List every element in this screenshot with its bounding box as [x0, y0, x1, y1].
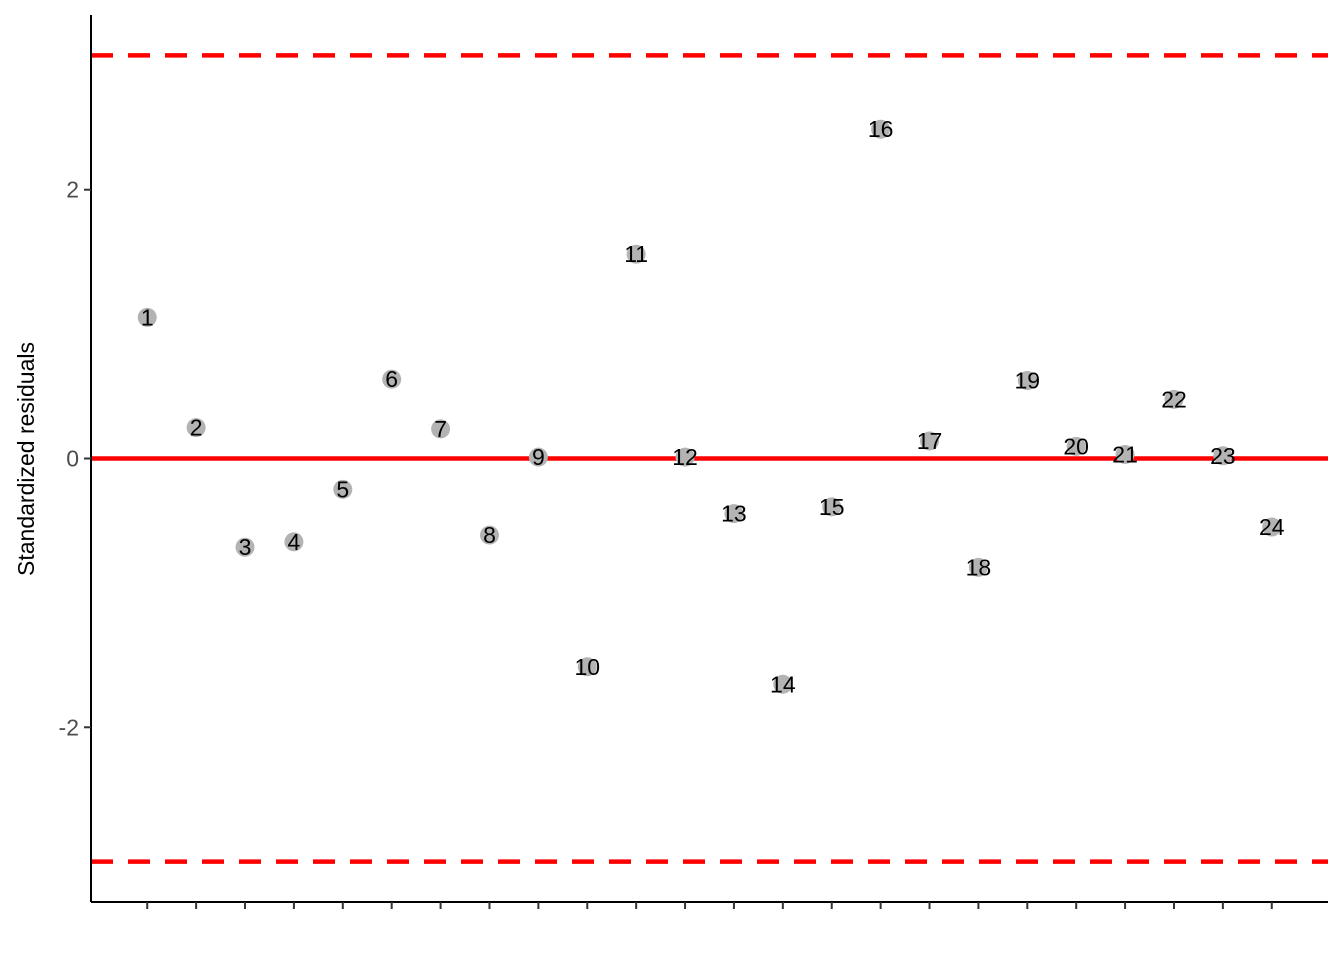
data-point	[675, 447, 695, 467]
point-label: 22	[1161, 386, 1187, 412]
data-point	[479, 525, 499, 545]
reference-lines	[91, 53, 1328, 864]
point-label: 15	[819, 494, 845, 520]
point-label: 12	[672, 444, 698, 470]
y-axis-label: Standardized residuals	[13, 342, 39, 576]
data-point	[724, 504, 744, 524]
data-point	[1213, 446, 1233, 466]
data-point	[1262, 517, 1282, 537]
point-label: 10	[574, 654, 600, 680]
data-point	[235, 537, 255, 557]
point-label: 6	[385, 366, 398, 392]
y-tick-label: 0	[66, 446, 79, 472]
data-point	[431, 419, 451, 439]
point-label: 21	[1112, 441, 1138, 467]
data-point	[528, 447, 548, 467]
data-point	[920, 431, 940, 451]
data-point	[626, 244, 646, 264]
point-label: 1	[141, 304, 154, 330]
point-label: 3	[239, 534, 252, 560]
data-point	[1066, 436, 1086, 456]
y-tick-label: -2	[59, 714, 79, 740]
point-label: 20	[1063, 433, 1089, 459]
data-point	[284, 532, 304, 552]
data-point	[1017, 371, 1037, 391]
point-label: 17	[917, 428, 943, 454]
point-label: 9	[532, 444, 545, 470]
data-point	[871, 119, 891, 139]
data-point	[1115, 444, 1135, 464]
data-point	[968, 557, 988, 577]
point-label: 8	[483, 522, 496, 548]
point-label: 4	[288, 529, 301, 555]
point-label: 7	[434, 416, 447, 442]
point-label: 23	[1210, 443, 1236, 469]
data-point	[1164, 389, 1184, 409]
point-label: 24	[1259, 514, 1285, 540]
point-label: 2	[190, 415, 203, 441]
axes: 20-2	[59, 15, 1328, 909]
data-point	[577, 657, 597, 677]
point-label: 11	[624, 241, 648, 267]
point-label: 13	[721, 501, 747, 527]
data-point	[822, 497, 842, 517]
data-point	[382, 369, 402, 389]
data-point	[137, 307, 157, 327]
data-point	[773, 674, 793, 694]
data-point	[186, 418, 206, 438]
y-tick-label: 2	[66, 177, 79, 203]
point-label: 14	[770, 671, 796, 697]
point-label: 19	[1015, 368, 1041, 394]
point-label: 16	[868, 116, 894, 142]
data-point	[333, 479, 353, 499]
point-label: 5	[336, 476, 349, 502]
point-label: 18	[966, 554, 992, 580]
